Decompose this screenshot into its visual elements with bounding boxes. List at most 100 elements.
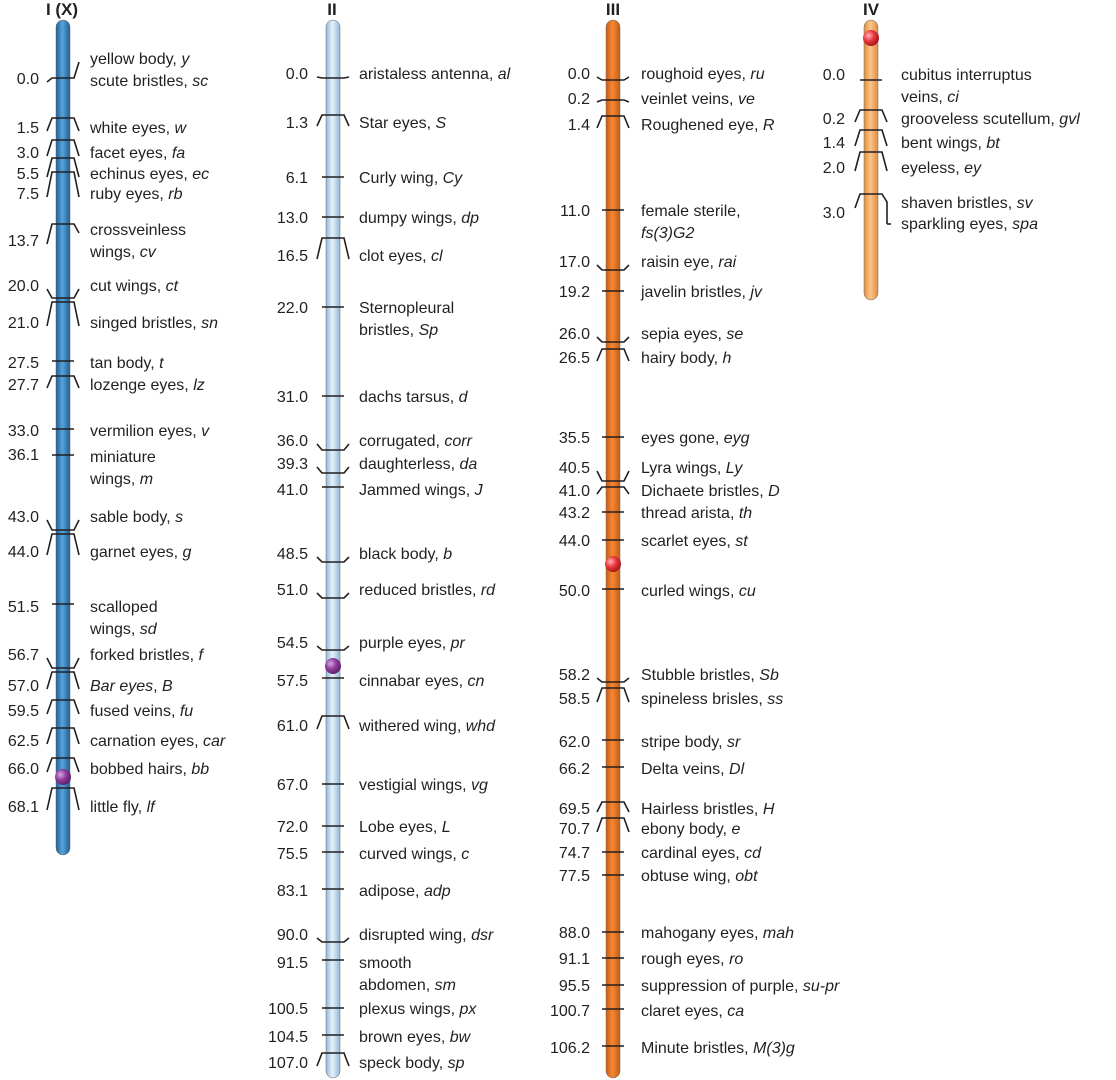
locus-label: grooveless scutellum, gvl (901, 111, 1080, 128)
locus-label: Hairless bristles, H (641, 801, 775, 818)
chromosome-body (864, 20, 878, 300)
locus-symbol: spa (1012, 216, 1038, 233)
locus-label: purple eyes, pr (359, 635, 466, 652)
locus-name: female sterile, (641, 203, 741, 220)
locus: 35.5 eyes gone, eyg (559, 430, 750, 447)
locus-name: cinnabar eyes (359, 673, 459, 690)
locus-name: curled wings (641, 583, 730, 600)
locus-symbol: sd (140, 621, 158, 638)
locus: 44.0 garnet eyes, g (8, 534, 192, 561)
locus-label: mahogany eyes, mah (641, 925, 794, 942)
locus-symbol: eyg (724, 430, 750, 447)
locus-name: hairy body (641, 350, 715, 367)
locus-name: little fly (90, 799, 139, 816)
locus-position: 57.0 (8, 678, 39, 695)
locus-label: plexus wings, px (359, 1001, 477, 1018)
locus: 58.5 spineless brisles, ss (559, 688, 783, 708)
locus-label: roughoid eyes, ru (641, 66, 765, 83)
locus-name: Minute bristles (641, 1040, 744, 1057)
locus-position: 1.4 (823, 135, 845, 152)
locus-name: claret eyes (641, 1003, 718, 1020)
locus-name: vermilion eyes (90, 423, 192, 440)
locus-symbol: fs(3)G2 (641, 225, 694, 242)
locus-symbol: fu (180, 703, 193, 720)
locus-position: 107.0 (268, 1055, 308, 1072)
locus: 67.0 vestigial wings, vg (277, 777, 488, 794)
locus-label: scalloped (90, 599, 158, 616)
locus: 107.0 speck body, sp (268, 1053, 465, 1072)
locus-label: singed bristles, sn (90, 315, 218, 332)
locus-position: 1.3 (286, 115, 308, 132)
locus-symbol: b (443, 546, 452, 563)
locus-position: 66.0 (8, 761, 39, 778)
locus-position: 54.5 (277, 635, 308, 652)
locus-symbol: car (203, 733, 226, 750)
locus-label: scarlet eyes, st (641, 533, 748, 550)
locus-label: Bar eyes, B (90, 678, 173, 695)
chromosome-title: II (327, 0, 336, 19)
locus: 0.0 roughoid eyes, ru (568, 66, 765, 83)
locus-symbol: rai (718, 254, 736, 271)
locus-symbol: R (763, 117, 775, 134)
locus-label-line2: wings, cv (89, 244, 157, 261)
locus-name-line2: veins, (901, 89, 947, 106)
locus-symbol: Sp (419, 322, 439, 339)
locus-name: adipose (359, 883, 415, 900)
locus-label: facet eyes, fa (90, 145, 185, 162)
locus-label: tan body, t (90, 355, 164, 372)
locus-name-line2: wings, (89, 621, 140, 638)
locus: 90.0 disrupted wing, dsr (277, 927, 494, 944)
locus-name: crossveinless (90, 222, 186, 239)
centromere (605, 556, 621, 572)
locus: 62.0 stripe body, sr (559, 734, 741, 751)
genetic-map: I (X)0.0yellow body, yscute bristles, sc… (0, 0, 1116, 1080)
locus-symbol: sn (201, 315, 218, 332)
locus-name: daughterless (359, 456, 451, 473)
locus-name: Sternopleural (359, 300, 454, 317)
locus-label: withered wing, whd (358, 718, 496, 735)
locus-name: echinus eyes (90, 166, 183, 183)
chromosome-title: III (606, 0, 620, 19)
locus: 51.5 scallopedwings, sd (8, 599, 158, 638)
locus-position: 5.5 (17, 166, 39, 183)
locus: 100.7 claret eyes, ca (550, 1003, 744, 1020)
locus: 26.5 hairy body, h (559, 349, 732, 367)
locus-label: yellow body, y (90, 51, 190, 68)
locus-label: raisin eye, rai (641, 254, 737, 271)
chromosome-1: I (X)0.0yellow body, yscute bristles, sc… (8, 0, 226, 855)
locus-name: Star eyes (359, 115, 427, 132)
locus-label: clot eyes, cl (359, 248, 443, 265)
locus-label: Star eyes, S (359, 115, 446, 132)
locus-symbol: ec (192, 166, 209, 183)
locus-name: ebony body (641, 821, 724, 838)
locus-symbol: th (739, 505, 752, 522)
locus-position: 58.5 (559, 691, 590, 708)
locus-label: shaven bristles, sv (901, 195, 1034, 212)
locus-position: 1.5 (17, 120, 39, 137)
locus-symbol: whd (466, 718, 496, 735)
locus: 16.5 clot eyes, cl (277, 238, 443, 265)
locus-label: eyes gone, eyg (641, 430, 750, 447)
locus-label: vermilion eyes, v (90, 423, 210, 440)
locus-label: dachs tarsus, d (359, 389, 469, 406)
locus-name: facet eyes (90, 145, 163, 162)
locus-symbol: Dl (729, 761, 745, 778)
locus-name: garnet eyes (90, 544, 174, 561)
locus-position: 3.0 (823, 205, 845, 222)
locus-position: 70.7 (559, 821, 590, 838)
locus-name: Curly wing (359, 170, 434, 187)
locus-position: 0.2 (823, 111, 845, 128)
locus-symbol: d (459, 389, 469, 406)
centromere (863, 30, 879, 46)
locus-position: 2.0 (823, 160, 845, 177)
locus: 66.0 bobbed hairs, bb (8, 758, 209, 778)
locus-name: Delta veins (641, 761, 720, 778)
locus-label: cinnabar eyes, cn (359, 673, 485, 690)
locus-label: cubitus interruptus (901, 67, 1032, 84)
locus-position: 7.5 (17, 186, 39, 203)
locus-name: scute bristles (90, 73, 183, 90)
locus-label: thread arista, th (641, 505, 752, 522)
locus-symbol: ct (166, 278, 179, 295)
locus: 104.5 brown eyes, bw (268, 1029, 472, 1046)
locus-position: 44.0 (559, 533, 590, 550)
